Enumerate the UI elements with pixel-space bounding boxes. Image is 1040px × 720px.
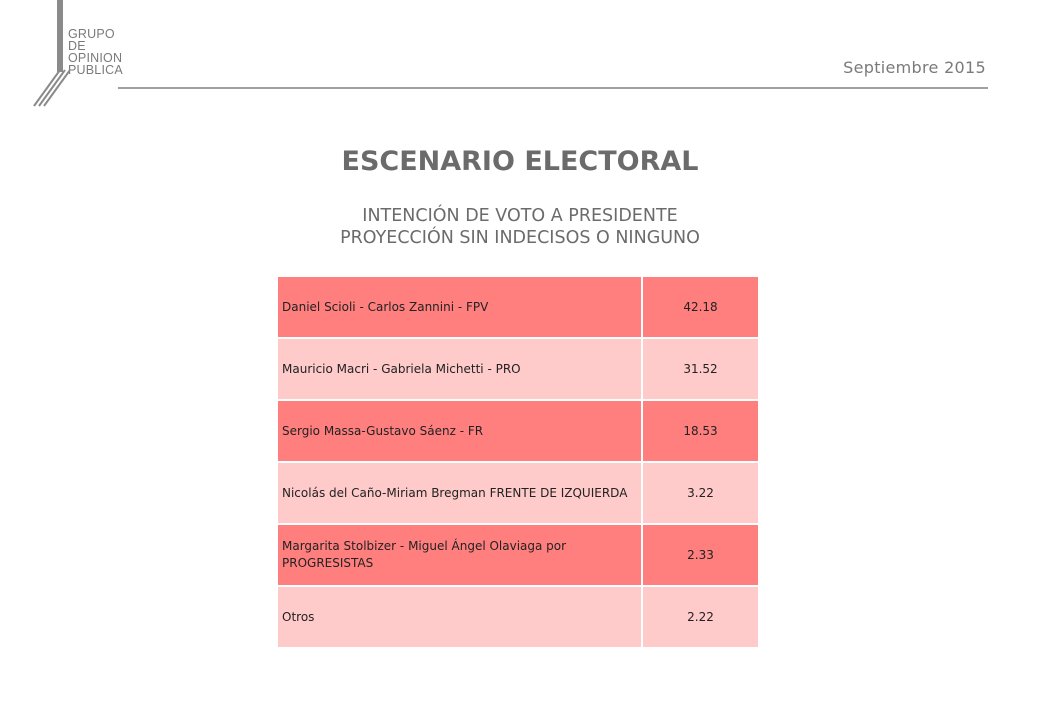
subtitle-line-2: PROYECCIÓN SIN INDECISOS O NINGUNO [340, 228, 700, 248]
logo-bar [57, 0, 63, 72]
logo-text: GRUPO DE OPINION PUBLICA [68, 27, 123, 77]
logo-line: PUBLICA [68, 63, 123, 77]
table-row: Nicolás del Caño-Miriam Bregman FRENTE D… [278, 462, 758, 525]
logo-line: OPINION [68, 51, 123, 65]
vote-value: 3.22 [642, 462, 758, 525]
vote-value: 42.18 [642, 277, 758, 339]
candidate-name: Mauricio Macri - Gabriela Michetti - PRO [278, 338, 643, 401]
header-divider [118, 87, 988, 89]
logo-line: GRUPO [68, 27, 115, 41]
vote-value: 18.53 [642, 400, 758, 463]
table-row: Sergio Massa-Gustavo Sáenz - FR 18.53 [278, 400, 758, 463]
table-row: Mauricio Macri - Gabriela Michetti - PRO… [278, 338, 758, 401]
report-date: Septiembre 2015 [843, 58, 986, 77]
candidate-name: Nicolás del Caño-Miriam Bregman FRENTE D… [278, 462, 643, 525]
candidate-name: Otros [278, 586, 643, 649]
vote-value: 2.33 [642, 524, 758, 587]
table-row: Margarita Stolbizer - Miguel Ángel Olavi… [278, 524, 758, 587]
candidate-name: Daniel Scioli - Carlos Zannini - FPV [278, 277, 643, 339]
logo-stripes-icon [33, 69, 70, 107]
table-row: Daniel Scioli - Carlos Zannini - FPV 42.… [278, 277, 758, 339]
table-row: Otros 2.22 [278, 586, 758, 649]
page-title: ESCENARIO ELECTORAL [341, 146, 699, 177]
vote-value: 31.52 [642, 338, 758, 401]
vote-value: 2.22 [642, 586, 758, 649]
candidate-name: Margarita Stolbizer - Miguel Ángel Olavi… [278, 524, 643, 587]
subtitle-line-1: INTENCIÓN DE VOTO A PRESIDENTE [362, 206, 678, 226]
results-table: Daniel Scioli - Carlos Zannini - FPV 42.… [278, 277, 758, 649]
logo-line: DE [68, 39, 86, 53]
page-subtitle: INTENCIÓN DE VOTO A PRESIDENTE PROYECCIÓ… [0, 205, 1040, 249]
candidate-name: Sergio Massa-Gustavo Sáenz - FR [278, 400, 643, 463]
logo: GRUPO DE OPINION PUBLICA [30, 0, 140, 110]
